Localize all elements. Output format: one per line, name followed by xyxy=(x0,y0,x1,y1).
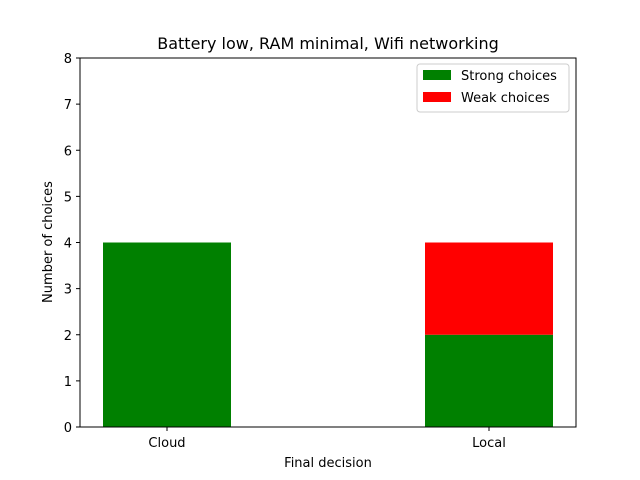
legend: Strong choices Weak choices xyxy=(416,63,570,113)
x-axis-label: Final decision xyxy=(284,456,372,471)
legend-swatch xyxy=(423,70,451,80)
x-tick-label: Local xyxy=(472,436,506,451)
y-tick-label: 2 xyxy=(64,329,72,344)
y-tick-label: 3 xyxy=(64,283,72,298)
y-tick-label: 1 xyxy=(64,375,72,390)
y-axis: 0 1 2 3 4 5 6 7 8 xyxy=(64,52,80,436)
y-tick-label: 4 xyxy=(64,237,72,252)
bar-local-series-1 xyxy=(425,334,553,427)
bars-group xyxy=(103,242,553,427)
y-tick-label: 5 xyxy=(64,190,72,205)
x-axis: Cloud Local xyxy=(148,427,506,451)
y-tick-label: 7 xyxy=(64,98,72,113)
chart-title: Battery low, RAM minimal, Wifi networkin… xyxy=(157,34,499,53)
y-tick-label: 6 xyxy=(64,144,72,159)
legend-swatch xyxy=(423,92,451,102)
legend-label: Weak choices xyxy=(461,91,550,106)
y-tick-label: 8 xyxy=(64,52,72,67)
x-tick-label: Cloud xyxy=(148,436,185,451)
legend-box xyxy=(416,63,570,113)
legend-label: Strong choices xyxy=(461,69,557,84)
y-axis-label: Number of choices xyxy=(41,181,56,303)
bar-local-series-2 xyxy=(425,242,553,335)
y-tick-label: 0 xyxy=(64,421,72,436)
bar-cloud-series-1 xyxy=(103,242,231,427)
